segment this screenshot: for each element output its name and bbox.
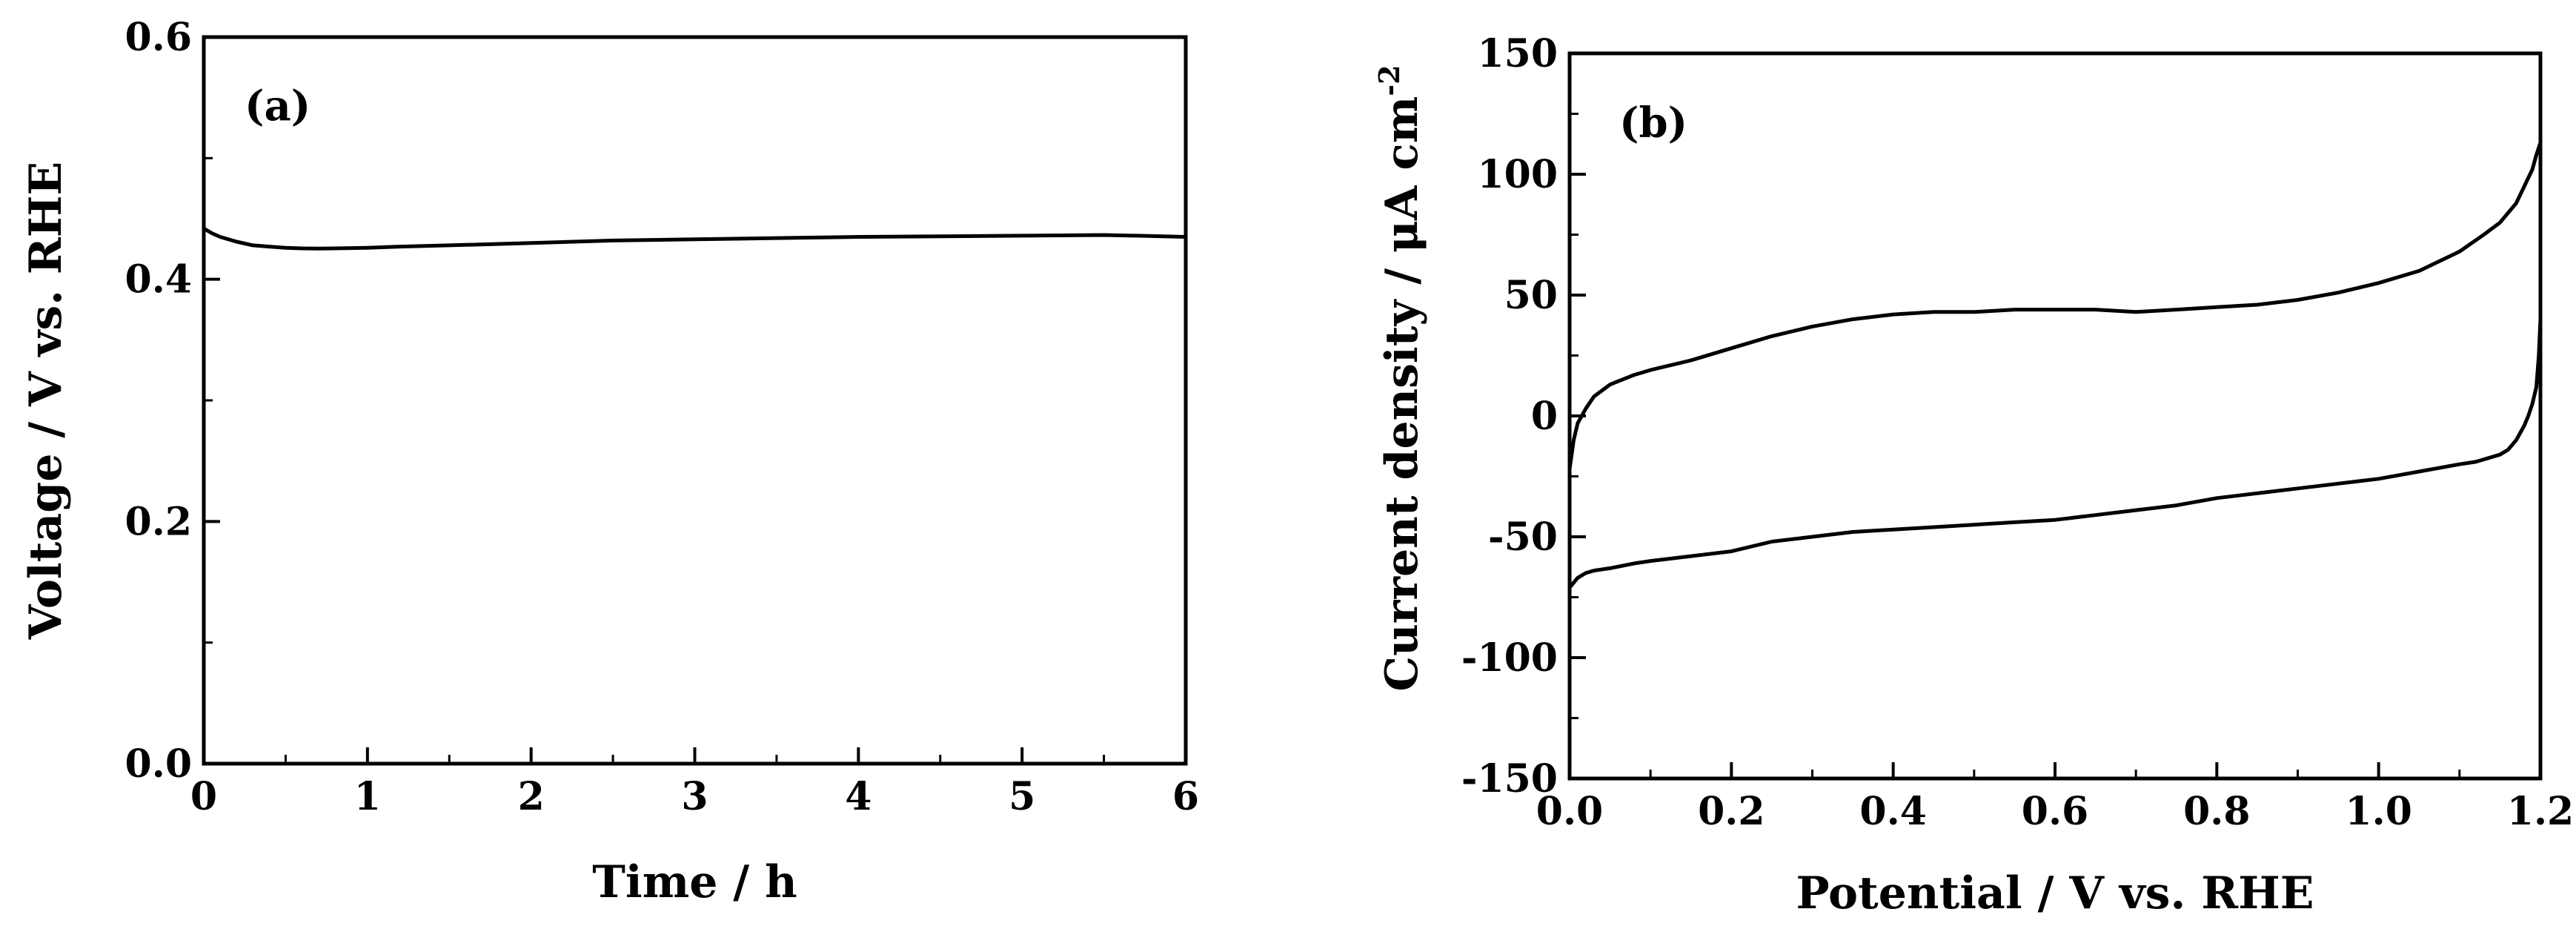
series-line-b-1 (1567, 141, 2543, 472)
x-tick-label: 0.0 (1536, 789, 1603, 834)
y-axis-title-b-superscript: -2 (1372, 65, 1406, 96)
y-axis-title-b-main: Current density / μA cm (1376, 96, 1428, 692)
series-group-b (1567, 141, 2543, 589)
y-tick-label: 0.0 (125, 741, 192, 787)
x-tick-label: 0.2 (1698, 789, 1765, 834)
plot-frame-b (1567, 51, 2543, 781)
y-tick-label: -100 (1461, 635, 1558, 681)
x-ticks-a: 0 1 2 3 4 5 6 (190, 747, 1199, 819)
x-tick-label: 4 (845, 774, 872, 819)
y-tick-label: 0.2 (125, 499, 192, 544)
x-tick-label: 3 (681, 774, 708, 819)
series-group-a (202, 226, 1188, 251)
y-tick-label: 0.4 (125, 257, 192, 302)
y-tick-label: 100 (1477, 152, 1558, 197)
y-axis-title-a: Voltage / V vs. RHE (20, 162, 72, 640)
y-tick-label: -50 (1488, 515, 1558, 560)
series-line-b-2 (1567, 317, 2543, 589)
x-ticks-b: 0.0 0.2 0.4 0.6 0.8 1.0 1.2 (1536, 762, 2574, 834)
y-tick-label: 50 (1504, 273, 1558, 318)
y-ticks-a: 0.0 0.2 0.4 0.6 (125, 15, 220, 787)
x-tick-label: 0.4 (1859, 789, 1926, 834)
y-tick-label: 0 (1531, 394, 1558, 439)
panel-label-b: (b) (1619, 99, 1687, 148)
x-tick-label: 1.2 (2507, 789, 2574, 834)
x-tick-label: 2 (518, 774, 545, 819)
plot-frame-a (202, 35, 1188, 766)
chart-panel-a: 0 1 2 3 4 5 6 0.0 0.2 0.4 0.6 (a) Time / h Voltag… (20, 15, 1199, 908)
x-tick-label: 0 (190, 774, 217, 819)
y-axis-title-b: Current density / μA cm-2 (1372, 65, 1428, 691)
x-tick-label: 6 (1172, 774, 1199, 819)
y-ticks-b: -150 -100 -50 0 50 100 150 (1461, 31, 1586, 801)
y-tick-label: -150 (1461, 756, 1558, 801)
x-tick-label: 0.8 (2183, 789, 2250, 834)
x-tick-label: 1 (354, 774, 381, 819)
y-tick-label: 0.6 (125, 15, 192, 60)
chart-panel-b: 0.0 0.2 0.4 0.6 0.8 1.0 1.2 -150 -100 -50 0 50 100 1… (1372, 31, 2574, 919)
x-tick-label: 0.6 (2022, 789, 2088, 834)
x-tick-label: 1.0 (2345, 789, 2411, 834)
x-axis-title-a: Time / h (592, 856, 797, 908)
x-tick-label: 5 (1009, 774, 1035, 819)
series-line-a-1 (202, 226, 1188, 251)
y-tick-label: 150 (1477, 31, 1558, 76)
x-axis-title-b: Potential / V vs. RHE (1796, 867, 2314, 919)
panel-label-a: (a) (245, 82, 311, 130)
